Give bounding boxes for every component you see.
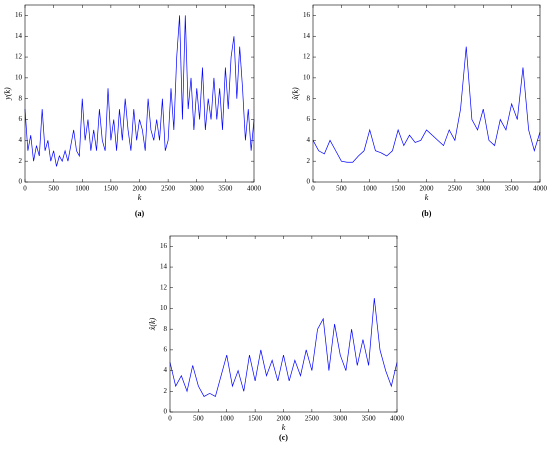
y-tick-label: 12	[15, 53, 23, 61]
y-tick-label: 10	[303, 73, 311, 81]
x-tick-label: 2000	[420, 185, 435, 193]
y-tick-label: 12	[303, 53, 311, 61]
x-tick-label: 4000	[390, 415, 405, 423]
x-tick-label: 3500	[218, 185, 233, 193]
x-tick-label: 500	[193, 415, 204, 423]
y-tick-label: 4	[164, 366, 168, 374]
x-tick-label: 4000	[533, 185, 548, 193]
x-tick-label: 1000	[363, 185, 378, 193]
caption: (a)	[135, 209, 145, 218]
y-tick-label: 0	[164, 408, 168, 416]
y-tick-label: 12	[160, 283, 168, 291]
caption: (b)	[422, 209, 432, 218]
y-tick-label: 16	[15, 11, 23, 19]
x-tick-label: 1000	[220, 415, 235, 423]
y-tick-label: 4	[19, 136, 23, 144]
y-tick-label: 14	[15, 32, 23, 40]
axes-box	[169, 235, 398, 413]
y-tick-label: 2	[19, 157, 23, 165]
y-tick-label: 6	[164, 345, 168, 353]
x-axis-label: k	[138, 193, 142, 202]
x-tick-label: 1500	[104, 185, 119, 193]
x-tick-label: 3500	[362, 415, 377, 423]
x-tick-label: 3500	[505, 185, 520, 193]
y-tick-label: 16	[160, 242, 168, 250]
x-tick-label: 0	[168, 415, 172, 423]
y-tick-label: 14	[160, 263, 168, 271]
x-axis-label: k	[282, 423, 286, 432]
x-tick-label: 4000	[247, 185, 262, 193]
x-tick-label: 1500	[391, 185, 406, 193]
y-tick-label: 8	[19, 94, 23, 102]
y-tick-label: 14	[303, 32, 311, 40]
x-tick-label: 0	[23, 185, 27, 193]
y-axis-label: x̂(k)	[291, 87, 300, 101]
y-tick-label: 6	[307, 115, 311, 123]
x-tick-label: 3000	[190, 185, 205, 193]
y-tick-label: 4	[307, 136, 311, 144]
y-tick-label: 8	[307, 94, 311, 102]
axes-box	[24, 4, 255, 183]
y-axis-label: x̂(k)	[148, 317, 157, 331]
x-tick-label: 3000	[476, 185, 491, 193]
y-tick-label: 2	[307, 157, 311, 165]
x-tick-label: 500	[336, 185, 347, 193]
x-tick-label: 500	[48, 185, 59, 193]
x-tick-label: 2000	[133, 185, 148, 193]
x-tick-label: 0	[311, 185, 315, 193]
y-tick-label: 2	[164, 387, 168, 395]
x-tick-label: 2500	[448, 185, 463, 193]
x-tick-label: 2500	[161, 185, 176, 193]
y-tick-label: 8	[164, 325, 168, 333]
x-axis-label: k	[425, 193, 429, 202]
y-tick-label: 6	[19, 115, 23, 123]
y-tick-label: 0	[307, 178, 311, 186]
y-tick-label: 0	[19, 178, 23, 186]
y-tick-label: 10	[15, 73, 23, 81]
x-tick-label: 1000	[75, 185, 90, 193]
x-tick-label: 2500	[305, 415, 320, 423]
y-axis-label: y(k)	[3, 87, 12, 101]
y-tick-label: 10	[160, 304, 168, 312]
axes-box	[312, 4, 541, 183]
x-tick-label: 1500	[248, 415, 263, 423]
x-tick-label: 2000	[277, 415, 292, 423]
y-tick-label: 16	[303, 11, 311, 19]
data-line	[24, 15, 255, 167]
x-tick-label: 3000	[333, 415, 348, 423]
data-line	[169, 298, 398, 397]
data-line	[312, 46, 541, 163]
caption: (c)	[279, 433, 288, 442]
